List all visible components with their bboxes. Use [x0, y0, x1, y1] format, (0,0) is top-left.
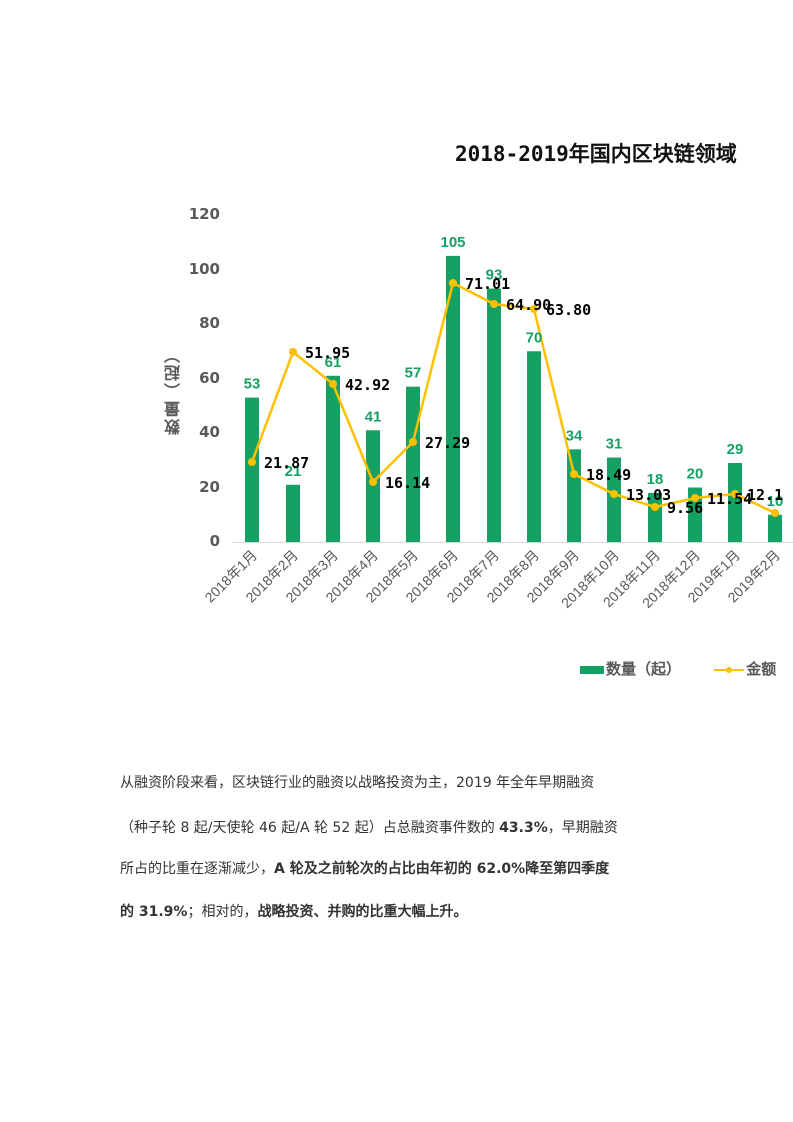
line-value-label: 64.90 — [506, 296, 551, 314]
line-value-label: 42.92 — [345, 376, 390, 394]
text-span: （种子轮 8 起/天使轮 46 起/A 轮 52 起）占总融资事件数的 — [120, 820, 500, 836]
line-value-label: 18.49 — [586, 466, 631, 484]
bar — [688, 487, 702, 542]
bar — [245, 397, 259, 542]
line-marker — [771, 509, 779, 517]
line-marker — [651, 503, 659, 511]
line-value-label: 51.95 — [305, 344, 350, 362]
y-tick-label: 0 — [209, 532, 220, 550]
bar-value-label: 29 — [727, 441, 744, 458]
legend-bar-swatch — [580, 665, 604, 674]
bar-value-label: 93 — [486, 267, 503, 284]
y-tick-label: 80 — [199, 314, 220, 332]
bar-value-label: 105 — [440, 234, 465, 251]
bar-value-label: 31 — [606, 436, 623, 453]
legend-line-swatch — [714, 665, 745, 675]
bar — [527, 351, 541, 542]
line-value-label: 9.56 — [667, 499, 703, 517]
legend: 数量（起） 金额 — [580, 658, 776, 679]
bar-value-label: 57 — [405, 365, 422, 382]
bar — [607, 457, 621, 542]
line-value-label: 63.80 — [546, 301, 591, 319]
paragraph-line-3: 所占的比重在逐渐减少，A 轮及之前轮次的占比由年初的 62.0%降至第四季度 — [120, 858, 680, 878]
line-marker — [530, 305, 538, 313]
line-marker — [570, 470, 578, 478]
line-marker — [409, 438, 417, 446]
y-tick-label: 20 — [199, 477, 220, 496]
bar-value-label: 21 — [285, 463, 302, 480]
bar — [446, 255, 460, 542]
line-value-label: 71.01 — [465, 275, 510, 293]
bar — [567, 449, 581, 542]
text-span: ，早期融资 — [547, 820, 618, 836]
line-value-label: 21.87 — [264, 454, 309, 472]
chart-area: 数量（起） 0 20 40 60 80 100 120 53 21 61 41 57 105 93 70 3… — [164, 205, 793, 679]
bold-span: 战略投资、并购的比重大幅上升。 — [257, 904, 468, 920]
line-marker — [329, 380, 337, 388]
bold-span: 43.3% — [499, 820, 548, 836]
bar-value-label: 18 — [647, 471, 664, 488]
line-value-label: 12.1 — [747, 486, 783, 504]
bold-span: A 轮及之前轮次的占比由年初的 62.0%降至第四季度 — [274, 861, 610, 877]
bar-value-label: 53 — [244, 376, 261, 393]
bar — [286, 484, 300, 542]
bar-value-label: 20 — [687, 466, 704, 483]
line-marker — [490, 300, 498, 308]
paragraph-line-2: （种子轮 8 起/天使轮 46 起/A 轮 52 起）占总融资事件数的 43.3… — [120, 817, 680, 837]
bar — [768, 514, 782, 542]
bar — [366, 430, 380, 542]
bar — [728, 462, 742, 542]
line-marker — [369, 478, 377, 486]
text-span: 所占的比重在逐渐减少， — [120, 861, 274, 877]
y-tick-label: 120 — [188, 205, 220, 223]
line-marker — [731, 490, 739, 498]
paragraph-line-1: 从融资阶段来看，区块链行业的融资以战略投资为主，2019 年全年早期融资 — [120, 775, 595, 791]
y-tick-label: 40 — [199, 423, 220, 441]
line-marker — [691, 494, 699, 502]
line-value-label: 13.03 — [626, 486, 671, 504]
paragraph-line-4: 的 31.9%；相对的，战略投资、并购的比重大幅上升。 — [120, 901, 680, 921]
line-marker — [248, 458, 256, 466]
line-marker — [449, 279, 457, 287]
line-marker — [610, 490, 618, 498]
bar-value-label: 34 — [566, 427, 583, 444]
y-tick-label: 100 — [188, 259, 220, 278]
plot-svg: 53 21 61 41 57 105 93 70 34 31 18 20 29 10 21.87 51.95 4… — [201, 234, 793, 611]
bar — [406, 386, 420, 542]
bar-value-label: 41 — [365, 408, 382, 425]
line-marker — [289, 348, 297, 356]
line-value-label: 16.14 — [385, 474, 430, 492]
bar — [326, 375, 340, 542]
bar-value-label: 70 — [526, 329, 543, 346]
amount-line — [250, 281, 776, 515]
legend-line-label: 金额 — [746, 660, 777, 678]
line-value-label: 11.54 — [707, 490, 752, 508]
y-tick-label: 60 — [199, 368, 220, 387]
legend-bar-label: 数量（起） — [606, 660, 682, 678]
bar-value-label: 61 — [325, 354, 342, 371]
bar-value-label: 10 — [767, 493, 784, 510]
chart-title: 2018-2019年国内区块链领域 — [455, 142, 737, 166]
line-value-label: 27.29 — [425, 434, 470, 452]
bar — [487, 288, 501, 542]
bold-span: 的 31.9% — [120, 904, 188, 920]
text-span: ；相对的， — [187, 904, 258, 920]
